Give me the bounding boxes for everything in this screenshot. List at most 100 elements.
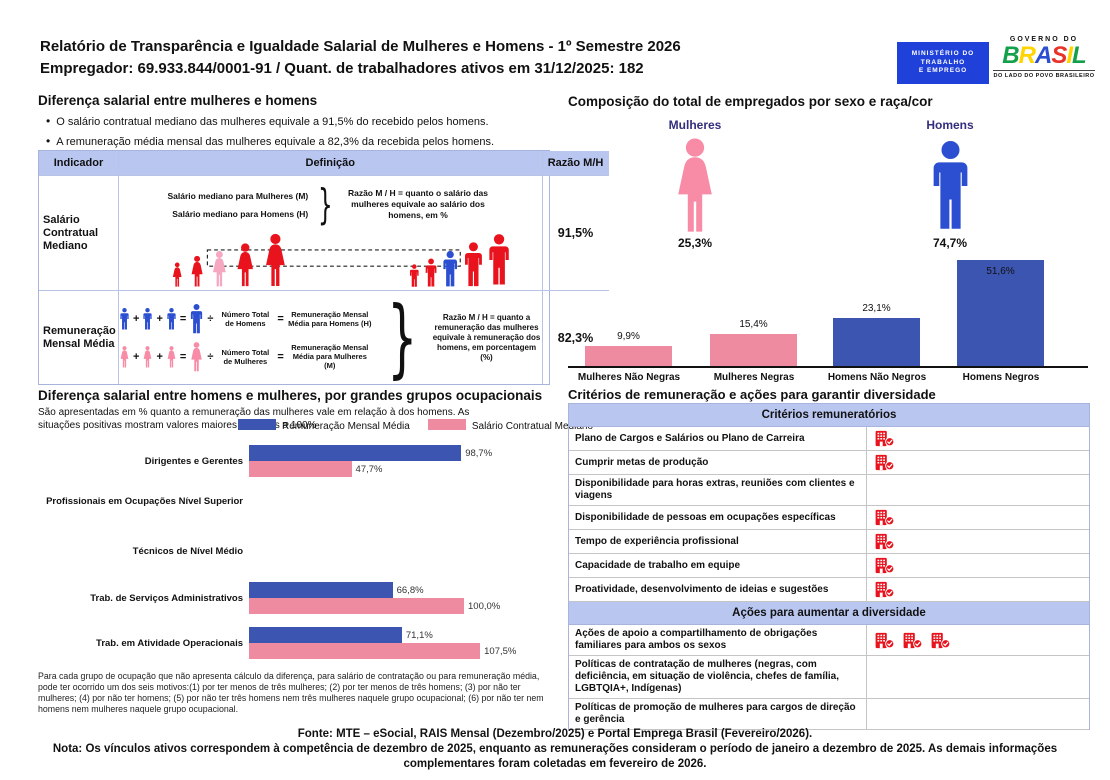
median-salary-definition: Salário mediano para Mulheres (M) Salári…: [119, 176, 543, 291]
composition-bar: [957, 259, 1044, 366]
criteria-label: Políticas de promoção de mulheres para c…: [575, 702, 856, 725]
occupation-bar-value: 66,8%: [396, 584, 424, 596]
criteria-check-cell: [866, 578, 1089, 601]
composition-bar-value: 51,6%: [986, 265, 1015, 277]
criteria-table: Critérios remuneratórios Plano de Cargos …: [568, 403, 1090, 730]
occupation-bar-value: 107,5%: [484, 645, 517, 657]
criteria-check-cell: [866, 530, 1089, 553]
company-check-icon: [875, 509, 895, 526]
female-label: Mulheres: [668, 118, 722, 132]
composition-chart: Mulheres Homens 25,3% 74,7% 9,9% Mulheres…: [568, 110, 1088, 400]
occupational-chart: Dirigentes e Gerentes 98,7% 47,7% Profissio…: [38, 440, 550, 668]
criteria-row: Ações de apoio a compartilhamento de obr…: [569, 625, 1089, 656]
criteria-row: Políticas de contratação de mulheres (ne…: [569, 656, 1089, 699]
composition-category-label: Mulheres Não Negras: [577, 372, 681, 383]
bullet-item: O salário contratual mediano das mulhere…: [46, 112, 494, 132]
company-check-icon: [931, 631, 951, 649]
criteria-row: Tempo de experiência profissional: [569, 530, 1089, 554]
criteria-row: Capacidade de trabalho em equipe: [569, 554, 1089, 578]
formula-men: + + = ÷ Número Total de Homens = Remuner…: [119, 303, 373, 334]
occupation-label: Trab. em Atividade Operacionais: [96, 637, 243, 649]
criteria-label: Cumprir metas de produção: [575, 456, 709, 468]
report-header: Relatório de Transparência e Igualdade S…: [40, 36, 880, 80]
company-check-icon: [875, 631, 895, 649]
nota-line: Nota: Os vínculos ativos correspondem à …: [52, 743, 1058, 770]
criteria-check-cell: [866, 656, 1089, 698]
occupation-label: Trab. de Serviços Administrativos: [90, 592, 243, 604]
man-figure-icon: [933, 141, 968, 229]
criteria-row: Disponibilidade de pessoas em ocupações …: [569, 506, 1089, 530]
fonte-line: Fonte: MTE – eSocial, RAIS Mensal (Dezem…: [297, 728, 813, 740]
composition-bar-value: 9,9%: [617, 330, 640, 342]
chart-baseline: [568, 366, 1088, 368]
composition-category-label: Mulheres Negras: [713, 372, 795, 383]
criteria-row: Proatividade, desenvolvimento de ideias …: [569, 578, 1089, 602]
criteria-section-header: Ações para aumentar a diversidade: [569, 602, 1089, 625]
occupation-bar: [249, 582, 393, 598]
median-man-highlight: [443, 250, 458, 287]
median-ratio-value: 91,5%: [542, 176, 609, 291]
occupation-label: Profissionais em Ocupações Nível Superio…: [46, 496, 243, 507]
company-check-icon: [875, 430, 895, 447]
occupation-bar-value: 100,0%: [468, 600, 501, 612]
section-title-salary-gap: Diferença salarial entre mulheres e home…: [38, 93, 318, 108]
legend-swatch-blue: [238, 419, 276, 430]
occupation-bar: [249, 445, 462, 461]
composition-bar: [833, 318, 920, 366]
criteria-check-cell: [866, 506, 1089, 529]
section-title-criteria: Critérios de remuneração e ações para ga…: [568, 387, 936, 402]
mean-salary-definition: + + = ÷ Número Total de Homens = Remuner…: [119, 288, 543, 388]
section-title-composition: Composição do total de empregados por se…: [568, 94, 933, 109]
occupation-row: Trab. de Serviços Administrativos 66,8% 10…: [38, 582, 550, 614]
criteria-label: Disponibilidade de pessoas em ocupações …: [575, 511, 836, 523]
occupation-row: Trab. em Atividade Operacionais 71,1% 107,…: [38, 627, 550, 659]
ministry-logo: MINISTÉRIO DO TRABALHO E EMPREGO: [897, 42, 989, 84]
criteria-row: Cumprir metas de produção: [569, 451, 1089, 475]
legend-item: Remuneração Mensal Média: [238, 419, 410, 432]
occupation-label: Dirigentes e Gerentes: [144, 455, 243, 467]
occupation-bar: [249, 643, 481, 659]
col-header-razao: Razão M/H: [542, 151, 609, 176]
composition-category-label: Homens Negros: [962, 372, 1040, 383]
composition-bar-value: 23,1%: [862, 303, 891, 315]
occupation-bar-value: 47,7%: [355, 463, 383, 475]
composition-bar: [585, 345, 672, 366]
occupation-bar: [249, 461, 352, 477]
company-check-icon: [875, 557, 895, 574]
composition-bar: [710, 334, 797, 366]
criteria-label: Ações de apoio a compartilhamento de obr…: [575, 628, 818, 651]
mean-ratio-value: 82,3%: [557, 330, 594, 345]
criteria-label: Capacidade de trabalho em equipe: [575, 559, 741, 571]
col-header-definicao: Definição: [119, 151, 543, 176]
criteria-check-cell: [866, 625, 1089, 655]
occupation-row: Profissionais em Ocupações Nível Superio…: [38, 496, 550, 507]
female-percent: 25,3%: [677, 236, 713, 250]
employer-line: Empregador: 69.933.844/0001-91 / Quant. …: [40, 60, 644, 77]
chart-legend: Remuneração Mensal Média Salário Contrat…: [238, 419, 593, 432]
indicator-name: Remuneração Mensal Média: [39, 291, 119, 384]
criteria-label: Tempo de experiência profissional: [575, 535, 739, 547]
criteria-row: Políticas de promoção de mulheres para c…: [569, 699, 1089, 730]
composition-category-label: Homens Não Negros: [827, 372, 927, 383]
brace: }: [387, 287, 418, 388]
criteria-check-cell: [866, 554, 1089, 577]
criteria-row: Disponibilidade para horas extras, reuni…: [569, 475, 1089, 506]
brace: }: [318, 180, 333, 229]
occupation-bar: [249, 598, 464, 614]
median-woman-highlight: [213, 251, 226, 287]
formula-women: + + = ÷ Número Total de Mulheres = Remun…: [119, 341, 373, 372]
criteria-label: Disponibilidade para horas extras, reuni…: [575, 478, 855, 501]
woman-figure-icon: [678, 138, 712, 232]
report-footer: Fonte: MTE – eSocial, RAIS Mensal (Dezem…: [0, 727, 1110, 772]
male-percent: 74,7%: [932, 236, 968, 250]
indicator-table: Indicador Definição Razão M/H Salário Co…: [38, 150, 609, 388]
occupation-label: Técnicos de Nível Médio: [132, 546, 243, 557]
company-check-icon: [903, 631, 923, 649]
bullet-item: A remuneração média mensal das mulheres …: [46, 132, 494, 152]
male-label: Homens: [926, 118, 974, 132]
criteria-check-cell: [866, 475, 1089, 505]
composition-bar-value: 15,4%: [739, 319, 768, 331]
criteria-check-cell: [866, 699, 1089, 729]
median-comparison-illustration: [173, 233, 510, 287]
indicator-name: Salário Contratual Mediano: [39, 176, 119, 291]
